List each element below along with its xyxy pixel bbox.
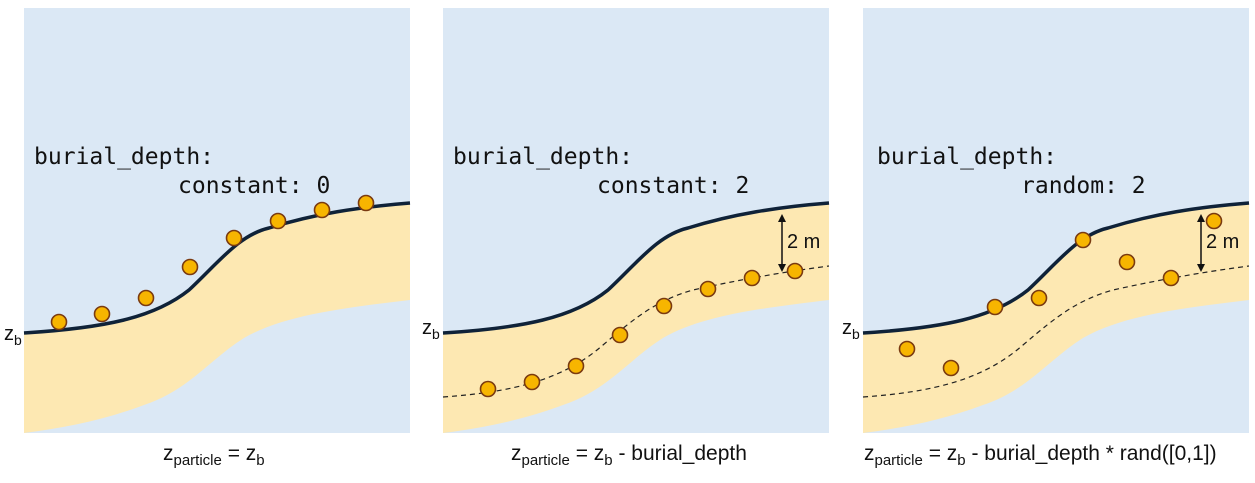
sediment-area: [24, 203, 410, 433]
particle: [523, 373, 541, 391]
caption-formula: zparticle = zb: [163, 442, 265, 469]
particle: [611, 326, 629, 344]
particle: [898, 340, 916, 358]
zb-label: zb: [4, 323, 22, 348]
particle: [655, 297, 673, 315]
depth-marker: 2 m: [778, 214, 820, 272]
config-line-1: burial_depth:: [453, 144, 633, 170]
panel-constant-0: burial_depth: constant: 0 zb zparticle =…: [4, 8, 411, 469]
particles: [479, 262, 804, 398]
caption-formula: zparticle = zb - burial_depth: [511, 442, 747, 469]
particle: [313, 201, 331, 219]
config-line-2: constant: 2: [597, 173, 749, 199]
particle: [699, 280, 717, 298]
particles: [50, 194, 375, 331]
particle: [225, 229, 243, 247]
zb-label: zb: [842, 317, 860, 342]
particle: [1030, 289, 1048, 307]
config-line-1: burial_depth:: [877, 144, 1057, 170]
particle: [1162, 269, 1180, 287]
caption-formula: zparticle = zb - burial_depth * rand([0,…: [864, 442, 1217, 469]
particle: [181, 258, 199, 276]
sediment-area: [443, 203, 829, 433]
particle: [479, 380, 497, 398]
sediment-area: [863, 203, 1249, 433]
panel-random-2: burial_depth: random: 2 2 m zb zparticle…: [842, 8, 1250, 469]
particle: [93, 305, 111, 323]
particle: [357, 194, 375, 212]
config-line-1: burial_depth:: [34, 144, 214, 170]
particle: [567, 357, 585, 375]
config-line-2: random: 2: [1021, 173, 1146, 199]
depth-marker: 2 m: [1197, 214, 1239, 272]
particles: [898, 212, 1223, 377]
depth-label: 2 m: [1206, 231, 1239, 253]
particle: [269, 212, 287, 230]
particle: [137, 289, 155, 307]
particle: [986, 298, 1004, 316]
bed-surface-line: [442, 201, 830, 335]
particle: [786, 262, 804, 280]
bed-surface-line: [23, 201, 411, 335]
particle: [50, 313, 68, 331]
particle: [1205, 212, 1223, 230]
zb-label: zb: [422, 317, 440, 342]
bed-surface-line: [862, 201, 1250, 335]
config-line-2: constant: 0: [178, 173, 330, 199]
depth-label: 2 m: [787, 231, 820, 253]
particle: [942, 359, 960, 377]
particle: [743, 269, 761, 287]
panel-constant-2: burial_depth: constant: 2 2 m zb zpartic…: [422, 8, 830, 469]
particle: [1074, 231, 1092, 249]
particle: [1118, 253, 1136, 271]
